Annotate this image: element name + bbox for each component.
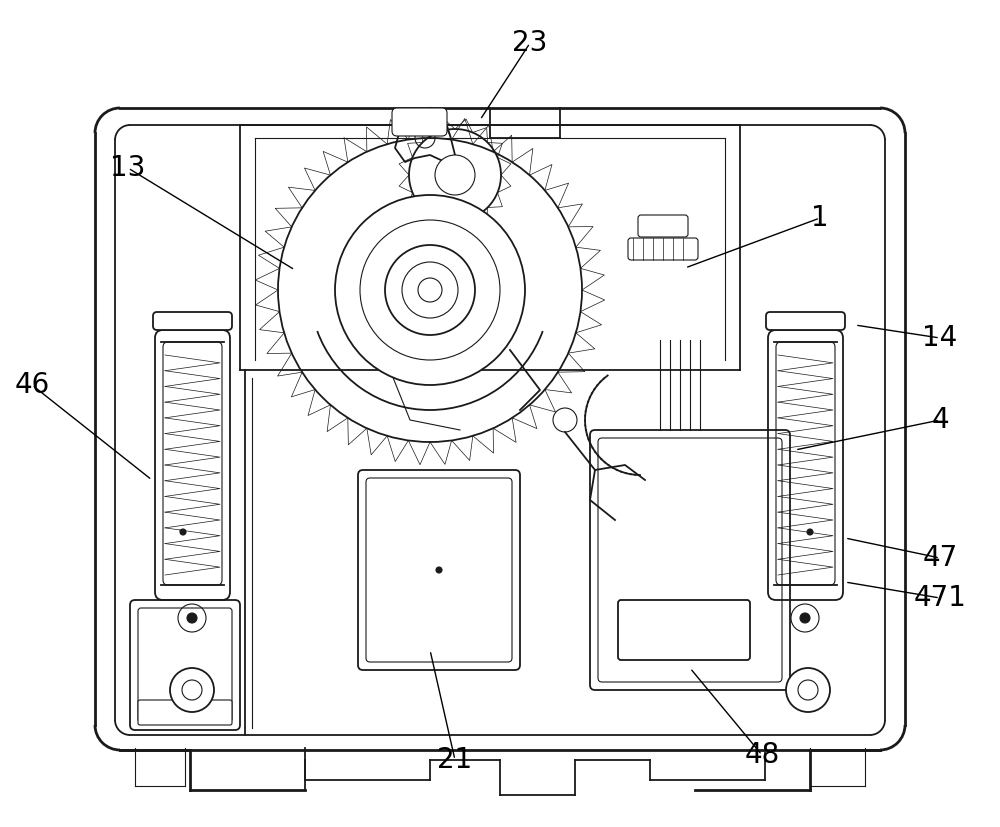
Text: 46: 46 — [14, 371, 50, 399]
Circle shape — [436, 567, 442, 573]
Circle shape — [435, 155, 475, 195]
FancyBboxPatch shape — [628, 238, 698, 260]
Text: 4: 4 — [931, 406, 949, 434]
Circle shape — [402, 262, 458, 318]
Circle shape — [418, 278, 442, 302]
Text: 14: 14 — [922, 324, 958, 352]
Circle shape — [798, 680, 818, 700]
Text: 47: 47 — [922, 544, 958, 572]
Circle shape — [180, 529, 186, 535]
Text: 23: 23 — [512, 29, 548, 57]
Text: 1: 1 — [811, 204, 829, 232]
Circle shape — [385, 245, 475, 335]
Circle shape — [360, 220, 500, 360]
Circle shape — [786, 668, 830, 712]
Circle shape — [335, 195, 525, 385]
FancyBboxPatch shape — [153, 312, 232, 330]
FancyBboxPatch shape — [138, 700, 232, 725]
FancyBboxPatch shape — [618, 600, 750, 660]
Circle shape — [170, 668, 214, 712]
Circle shape — [182, 680, 202, 700]
Circle shape — [800, 613, 810, 623]
FancyBboxPatch shape — [392, 108, 447, 136]
Circle shape — [807, 529, 813, 535]
Text: 48: 48 — [744, 741, 780, 769]
Text: 13: 13 — [110, 154, 146, 182]
Text: 21: 21 — [437, 746, 473, 774]
Text: 471: 471 — [914, 584, 966, 612]
FancyBboxPatch shape — [638, 215, 688, 237]
FancyBboxPatch shape — [766, 312, 845, 330]
Circle shape — [187, 613, 197, 623]
